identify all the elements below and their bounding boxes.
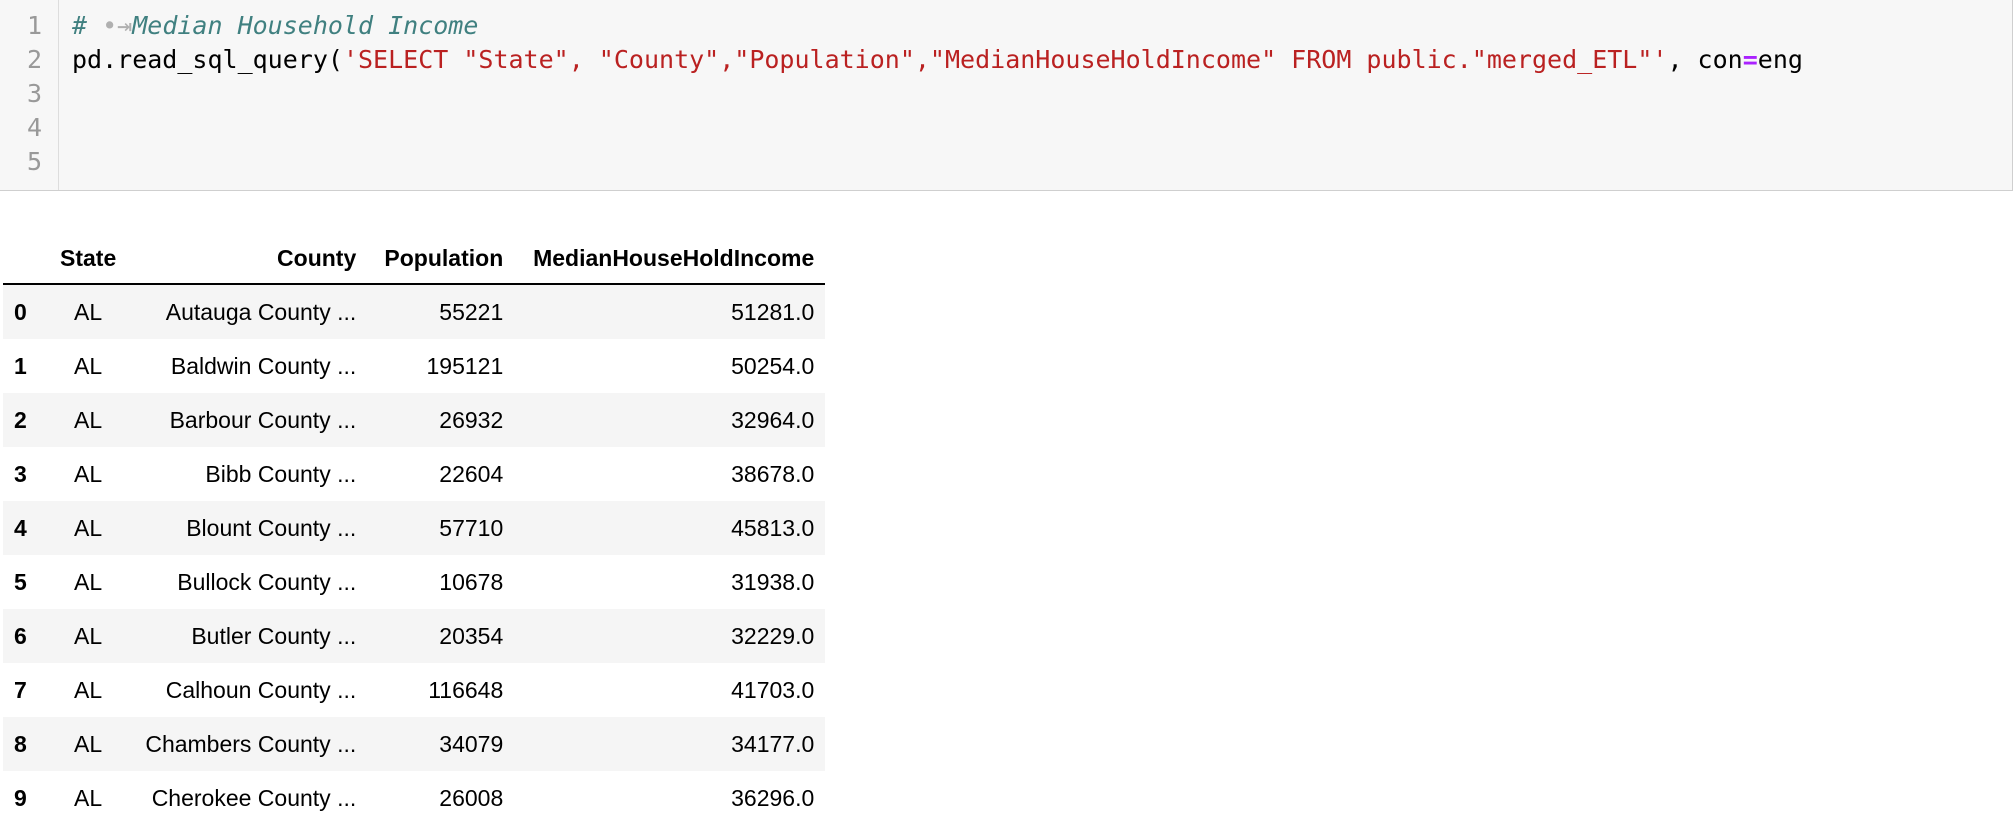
table-row: 5 AL Bullock County ... 10678 31938.0 [3, 555, 826, 609]
table-row: 1 AL Baldwin County ... 195121 50254.0 [3, 339, 826, 393]
cell-population: 34079 [439, 730, 504, 757]
cell-state: AL [74, 568, 103, 595]
table-row: 9 AL Cherokee County ... 26008 36296.0 [3, 771, 826, 825]
cell-income: 34177.0 [731, 730, 815, 757]
code-argument: , con [1667, 45, 1743, 74]
cell-county: Butler County ... [191, 622, 357, 649]
cell-state: AL [74, 298, 103, 325]
row-index: 4 [14, 514, 27, 541]
cell-population: 26008 [439, 784, 504, 811]
cell-state: AL [74, 784, 103, 811]
line-number: 2 [26, 45, 42, 74]
row-index: 9 [14, 784, 27, 811]
cell-county: Blount County ... [186, 514, 357, 541]
cell-income: 31938.0 [731, 568, 815, 595]
cell-county: Autauga County ... [165, 298, 357, 325]
cell-income: 41703.0 [731, 676, 815, 703]
code-comment-hash: # [72, 11, 103, 40]
code-line-2[interactable]: pd.read_sql_query('SELECT "State", "Coun… [72, 43, 1803, 77]
cell-population: 26932 [439, 406, 504, 433]
cell-population: 195121 [426, 352, 504, 379]
cell-state: AL [74, 730, 103, 757]
index-header [3, 233, 49, 285]
table-row: 6 AL Butler County ... 20354 32229.0 [3, 609, 826, 663]
cell-state: AL [74, 406, 103, 433]
cell-income: 32964.0 [731, 406, 815, 433]
cell-population: 55221 [439, 298, 504, 325]
cell-income: 50254.0 [731, 352, 815, 379]
column-header-state: State [49, 233, 128, 285]
table-row: 0 AL Autauga County ... 55221 51281.0 [3, 284, 826, 339]
cell-income: 38678.0 [731, 460, 815, 487]
row-index: 0 [14, 298, 27, 325]
column-header-median-household-income: MedianHouseHoldIncome [514, 233, 826, 285]
cell-state: AL [74, 460, 103, 487]
row-index: 3 [14, 460, 27, 487]
row-index: 6 [14, 622, 27, 649]
cell-county: Baldwin County ... [170, 352, 357, 379]
cell-income: 45813.0 [731, 514, 815, 541]
cell-population: 20354 [439, 622, 504, 649]
cell-county: Bibb County ... [205, 460, 357, 487]
row-index: 7 [14, 676, 27, 703]
cell-county: Cherokee County ... [151, 784, 357, 811]
table-row: 7 AL Calhoun County ... 116648 41703.0 [3, 663, 826, 717]
cell-state: AL [74, 676, 103, 703]
table-row: 2 AL Barbour County ... 26932 32964.0 [3, 393, 826, 447]
column-header-population: Population [367, 233, 515, 285]
cell-state: AL [74, 622, 103, 649]
cell-income: 51281.0 [731, 298, 815, 325]
cell-income: 36296.0 [731, 784, 815, 811]
cell-population: 57710 [439, 514, 504, 541]
code-sql-string: 'SELECT "State", "County","Population","… [342, 45, 1668, 74]
row-index: 8 [14, 730, 27, 757]
row-index: 5 [14, 568, 27, 595]
cell-county: Bullock County ... [177, 568, 357, 595]
line-number: 3 [26, 79, 42, 108]
code-function-call: pd.read_sql_query( [72, 45, 343, 74]
cell-county: Barbour County ... [169, 406, 357, 433]
column-header-county: County [127, 233, 368, 285]
cell-population: 116648 [428, 676, 504, 703]
table-header-row: State County Population MedianHouseHoldI… [3, 233, 826, 285]
cell-county: Chambers County ... [145, 730, 357, 757]
code-line-1[interactable]: # •⇥Median Household Income [72, 9, 478, 43]
line-number: 4 [26, 113, 42, 142]
cell-state: AL [74, 352, 103, 379]
row-index: 2 [14, 406, 27, 433]
line-number-gutter: 1 2 3 4 5 [0, 0, 59, 190]
cell-population: 10678 [439, 568, 504, 595]
cell-state: AL [74, 514, 103, 541]
tab-marker-icon: •⇥ [102, 11, 133, 40]
row-index: 1 [14, 352, 27, 379]
code-argument-value: eng [1757, 45, 1803, 74]
code-operator: = [1742, 45, 1758, 74]
cell-county: Calhoun County ... [165, 676, 357, 703]
dataframe-output: State County Population MedianHouseHoldI… [3, 233, 826, 825]
line-number: 1 [26, 11, 42, 40]
table-row: 4 AL Blount County ... 57710 45813.0 [3, 501, 826, 555]
code-cell[interactable]: 1 2 3 4 5 # •⇥Median Household Income pd… [0, 0, 2013, 191]
table-row: 3 AL Bibb County ... 22604 38678.0 [3, 447, 826, 501]
table-row: 8 AL Chambers County ... 34079 34177.0 [3, 717, 826, 771]
code-comment-text: Median Household Income [132, 11, 479, 40]
line-number: 5 [26, 147, 42, 176]
cell-population: 22604 [439, 460, 504, 487]
cell-income: 32229.0 [731, 622, 815, 649]
